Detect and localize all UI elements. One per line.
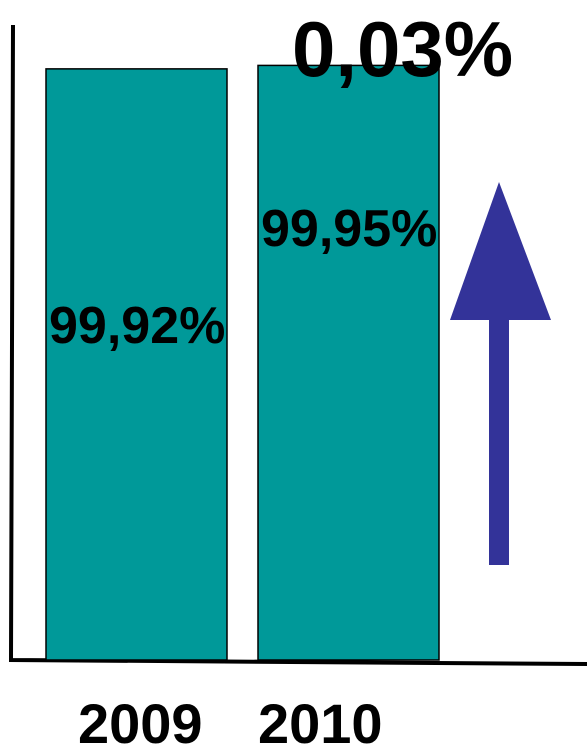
x-tick-label-2009: 2009 (78, 692, 203, 748)
labels-layer: 99,92% 2009 99,95% 2010 (49, 200, 437, 748)
chart-axes (8, 24, 587, 666)
x-tick-label-2010: 2010 (258, 692, 383, 748)
bars-layer (45, 64, 440, 661)
bar-2009 (45, 68, 228, 661)
bar-2010 (257, 64, 440, 661)
delta-annotation: 0,03% (292, 5, 513, 93)
bar-value-label-2009: 99,92% (49, 297, 225, 355)
bar-value-label-2010: 99,95% (261, 200, 437, 258)
up-arrow-icon (450, 182, 551, 565)
